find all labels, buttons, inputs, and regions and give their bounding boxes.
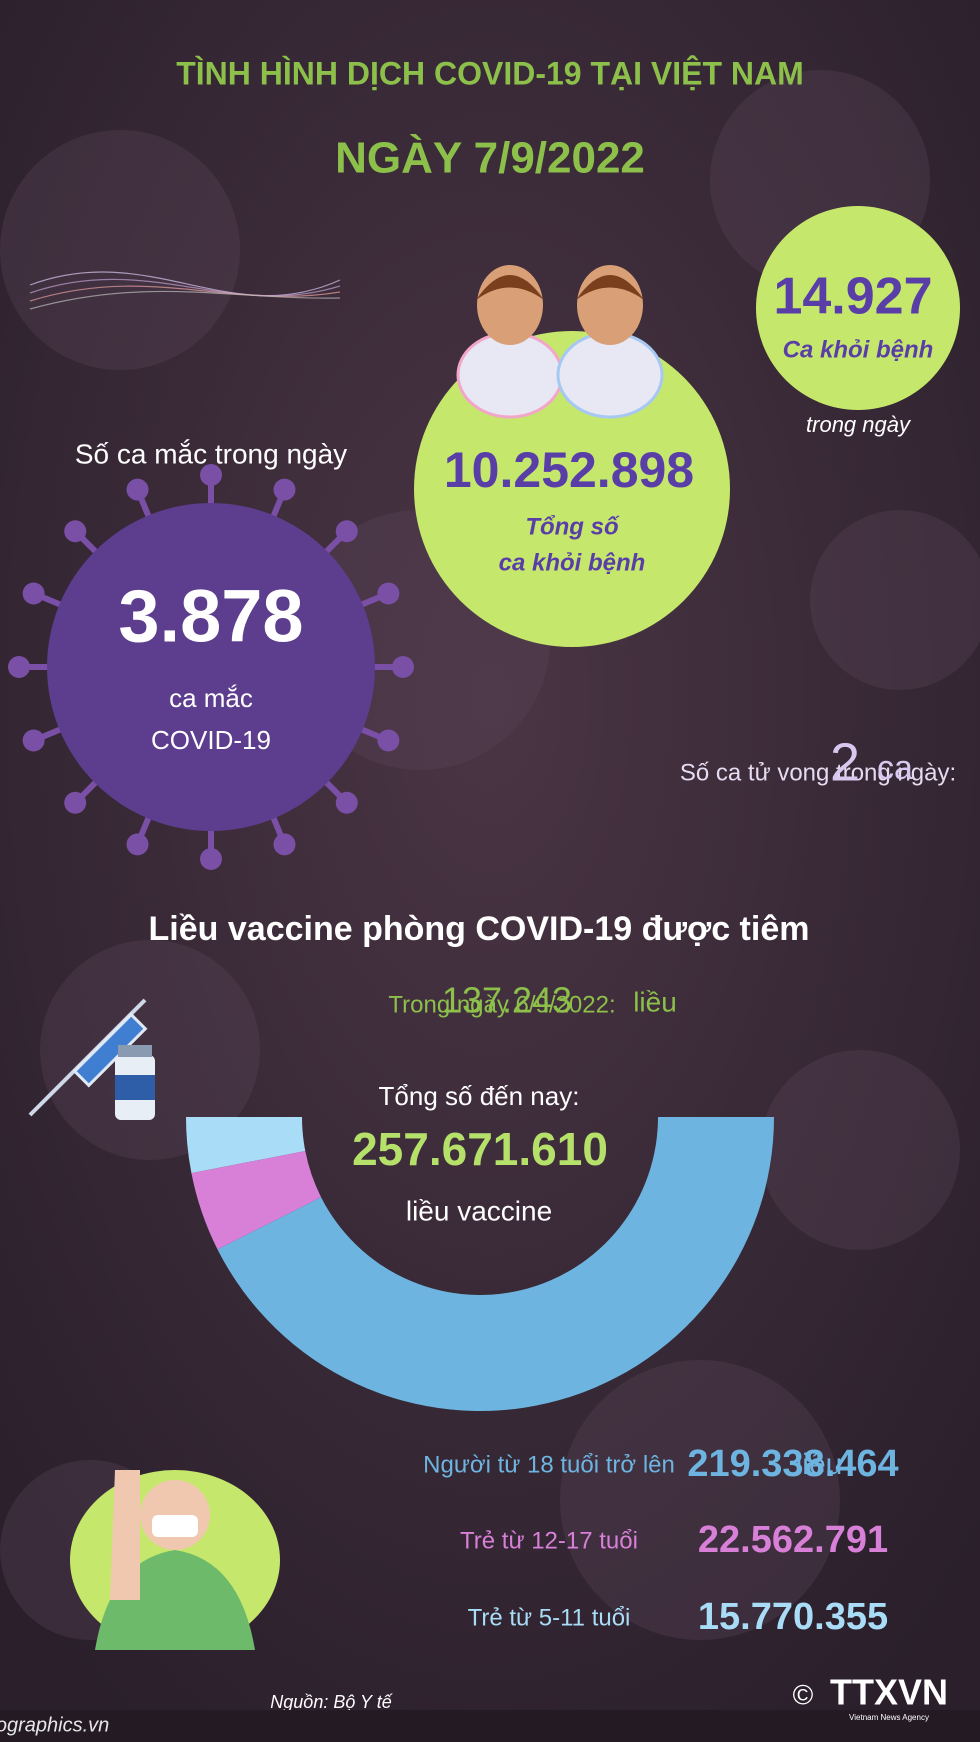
cases-heading: Số ca mắc trong ngày <box>75 438 347 469</box>
virus-knob <box>273 478 296 501</box>
title: TÌNH HÌNH DỊCH COVID-19 TẠI VIỆT NAM <box>176 55 804 91</box>
virus-knob <box>126 833 149 856</box>
deco-wave <box>29 278 341 297</box>
recoveries-today-label: Ca khỏi bệnh <box>783 336 934 363</box>
vaccine-total-label: Tổng số đến nay: <box>379 1081 580 1111</box>
patient-body <box>456 331 564 419</box>
vial-cap <box>118 1045 152 1057</box>
man-mask <box>152 1515 198 1537</box>
cases-unit: COVID-19 <box>151 725 271 755</box>
legend-value: 22.562.791 <box>698 1519 888 1561</box>
legend-label: Trẻ từ 12-17 tuổi <box>460 1527 638 1554</box>
man-arm <box>110 1470 140 1600</box>
vial-label <box>115 1075 155 1100</box>
deco-wave <box>29 290 341 310</box>
vaccine-total-unit: liều vaccine <box>406 1195 552 1226</box>
vaccine-daily-value: 137.243 <box>442 980 572 1021</box>
donut-segment <box>217 1117 775 1411</box>
agency: Vietnam News Agency <box>849 1713 929 1722</box>
deco-wave <box>29 285 341 302</box>
virus-knob <box>392 656 414 678</box>
vaccine-heading: Liều vaccine phòng COVID-19 được tiêm <box>149 910 810 948</box>
vaccine-daily-unit: liều <box>633 986 677 1017</box>
url: https://infographics.vn <box>0 1714 109 1736</box>
bg-blob <box>760 1050 960 1250</box>
virus-knob <box>377 729 400 752</box>
virus-knob <box>335 520 358 543</box>
deaths-label: Số ca tử vong trong ngày: <box>680 759 956 786</box>
donut-segment <box>191 1151 322 1250</box>
source: Nguồn: Bộ Y tế <box>270 1692 393 1712</box>
virus-knob <box>64 791 87 814</box>
bg-blob <box>560 1360 840 1640</box>
vaccine-total-value: 257.671.610 <box>352 1123 608 1175</box>
virus-knob <box>8 656 30 678</box>
legend-value: 219.338.464 <box>687 1443 898 1485</box>
cases-unit: ca mắc <box>169 683 253 713</box>
vaccine-daily-label: Trong ngày 6/9/2022: <box>388 991 615 1018</box>
virus-knob <box>22 729 45 752</box>
recoveries-today-note: trong ngày <box>806 412 912 437</box>
deaths-unit: ca <box>877 749 913 787</box>
virus-knob <box>335 791 358 814</box>
deaths-value: 2 <box>830 732 860 792</box>
recoveries-today-value: 14.927 <box>773 268 932 326</box>
virus-knob <box>200 848 222 870</box>
virus-knob <box>64 520 87 543</box>
patient-hair <box>476 275 544 300</box>
patient-hair <box>576 275 644 300</box>
virus-knob <box>273 833 296 856</box>
donut-segment <box>186 1117 306 1174</box>
recoveries-total-value: 10.252.898 <box>444 442 694 498</box>
virus-knob <box>126 478 149 501</box>
copyright: © <box>793 1679 814 1710</box>
legend-unit: liều <box>796 1448 843 1481</box>
virus-knob <box>200 464 222 486</box>
recoveries-today-circle <box>756 206 960 410</box>
logo: TTXVN <box>830 1672 948 1713</box>
date: NGÀY 7/9/2022 <box>335 133 645 183</box>
recoveries-total-label: ca khỏi bệnh <box>499 549 646 576</box>
cases-value: 3.878 <box>118 575 303 658</box>
legend-value: 15.770.355 <box>698 1596 888 1638</box>
footer-bar <box>0 1710 980 1742</box>
bg-blob <box>0 130 240 370</box>
bg-blob <box>810 510 980 690</box>
virus-knob <box>377 582 400 605</box>
recoveries-total-label: Tổng số <box>525 513 620 540</box>
deco-wave <box>29 271 341 297</box>
legend-label: Trẻ từ 5-11 tuổi <box>468 1604 631 1631</box>
legend-label: Người từ 18 tuổi trở lên <box>423 1451 675 1478</box>
virus-body <box>47 503 375 831</box>
virus-knob <box>22 582 45 605</box>
patient-body <box>556 331 664 419</box>
